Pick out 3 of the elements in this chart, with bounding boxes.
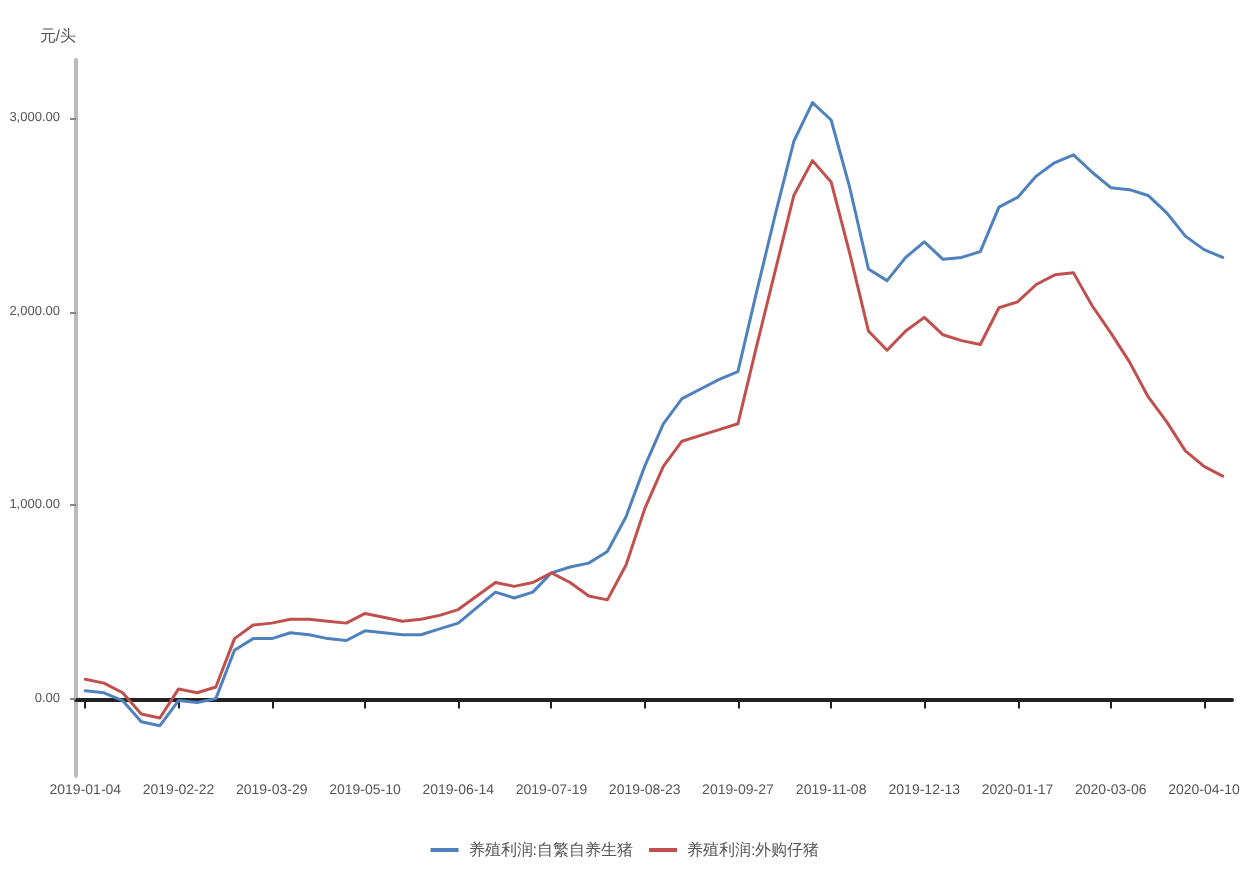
legend-label: 养殖利润:外购仔猪	[687, 841, 820, 859]
y-axis-title: 元/头	[39, 27, 76, 45]
legend-label: 养殖利润:自繁自养生猪	[468, 841, 634, 859]
